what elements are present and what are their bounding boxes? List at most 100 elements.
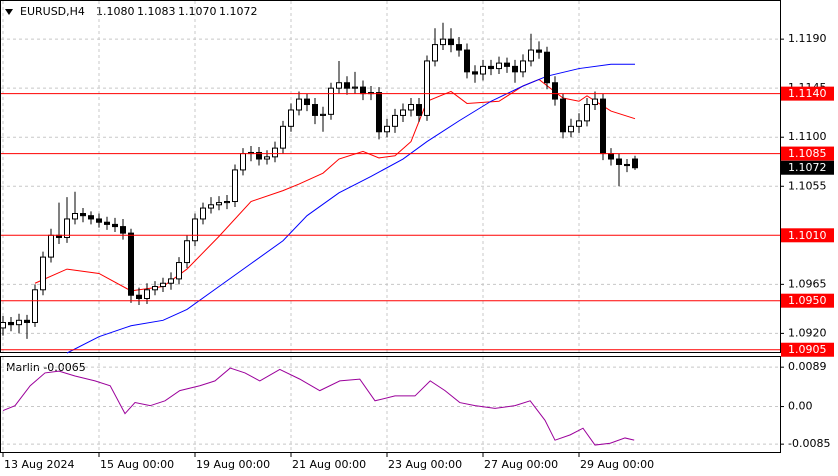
candle-body [48,234,54,258]
level-label-box [781,228,834,243]
candle-body [360,86,366,95]
candle-body [624,163,630,167]
indicator-line [2,367,635,446]
candle-body [184,240,190,264]
x-tick-label: 13 Aug 2024 [4,458,74,471]
candle-body [136,294,142,300]
candle-body [600,98,606,155]
candle-body [72,213,78,220]
candle-body [104,221,110,225]
candle-body [312,104,318,116]
candle-body [344,82,350,89]
candle-body [272,147,278,158]
candle-body [376,92,382,133]
level-label-box [781,342,834,357]
x-tick-label: 23 Aug 00:00 [388,458,462,471]
y-tick-label: 1.1055 [788,179,827,192]
y-tick-label: 1.0965 [788,277,827,290]
indicator-panel [0,356,781,453]
candle-body [112,223,118,228]
candle-body [0,321,6,329]
candle-body [264,156,270,160]
y-tick-label: 0.0089 [788,360,827,373]
candle-body [504,62,510,67]
candle-body [496,62,502,70]
candle-body [576,120,582,127]
candle-body [392,114,398,127]
candle-body [584,104,590,122]
candle-body [200,207,206,220]
candle-body [400,109,406,116]
candle-body [256,151,262,160]
candle-body [328,87,334,115]
candle-body [408,104,414,111]
last-price-label: 1.1072 [788,161,827,174]
candle-body [512,65,518,73]
candle-body [424,60,430,116]
candle-body [592,98,598,106]
candle-body [160,282,166,288]
candle-body [216,202,222,206]
candle-body [24,319,30,323]
candle-body [240,153,246,171]
candle-body [560,98,566,133]
candle-body [224,201,230,204]
candle-body [232,169,238,203]
symbol: EURUSD,H4 [20,5,85,18]
candle-body [608,153,614,160]
high-text: 1.1083 [137,5,176,18]
candle-body [528,49,534,62]
candle-body [8,321,14,326]
candle-body [320,113,326,116]
candle-body [40,256,46,291]
candle-body [544,51,550,84]
candle-body [120,226,126,234]
level-label-box [781,293,834,308]
candle-body [480,65,486,75]
menu-triangle[interactable] [5,9,13,15]
candle-body [168,278,174,284]
x-tick-label: 19 Aug 00:00 [196,458,270,471]
candle-body [128,232,134,296]
level-label: 1.0905 [788,343,827,356]
level-label: 1.1085 [788,147,827,160]
level-label-box [781,146,834,161]
candle-body [352,86,358,89]
x-tick-label: 15 Aug 00:00 [100,458,174,471]
y-tick-label: 1.1190 [788,32,827,45]
candle-body [520,60,526,73]
candle-body [176,262,182,280]
candle-body [416,104,422,116]
low-text: 1.1070 [178,5,217,18]
candle-body [96,218,102,223]
last-price-box [781,160,834,175]
candle-body [616,158,622,165]
candle-body [440,38,446,46]
candle-body [296,98,302,111]
candle-body [64,218,70,238]
candle-body [16,319,22,326]
moving-average [66,63,635,354]
y-tick-label: 1.0920 [788,326,827,339]
y-tick-label: 1.1100 [788,130,827,143]
close-text: 1.1072 [219,5,258,18]
y-tick-label: -0.0085 [788,437,830,450]
candle-body [88,215,94,220]
candle-body [152,286,158,291]
candle-body [448,38,454,46]
x-tick-label: 21 Aug 00:00 [292,458,366,471]
candle-body [568,125,574,133]
candle-body [280,125,286,149]
candle-body [632,158,638,169]
candle-body [208,204,214,209]
candle-body [304,98,310,106]
level-label: 1.1010 [788,229,827,242]
x-tick-label: 29 Aug 00:00 [580,458,654,471]
candle-body [192,218,198,242]
level-label: 1.0950 [788,294,827,307]
candle-body [384,125,390,133]
level-label-box [781,86,834,101]
price-panel [0,0,781,353]
level-label: 1.1140 [788,87,827,100]
